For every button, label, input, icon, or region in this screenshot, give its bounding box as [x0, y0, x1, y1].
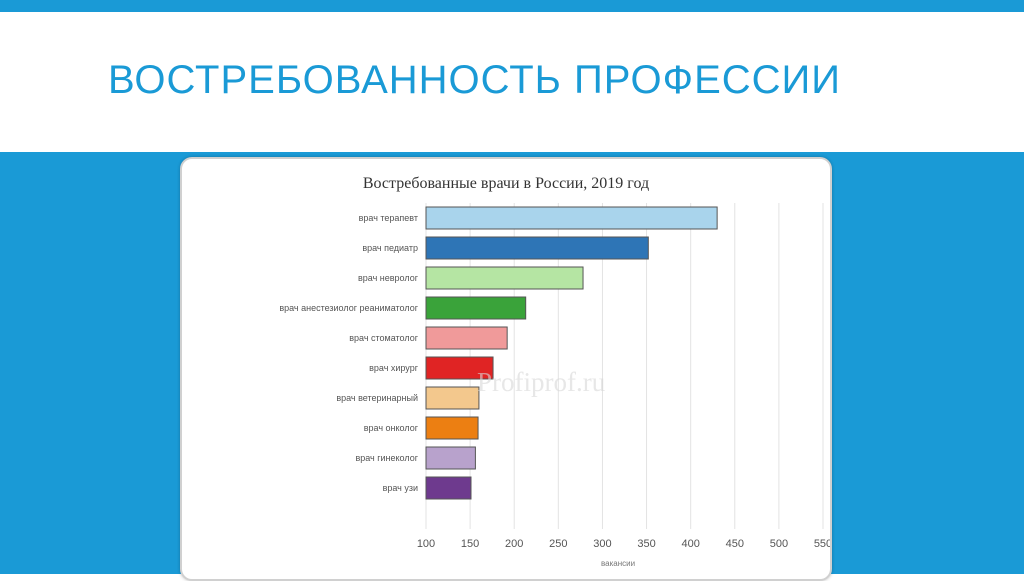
chart-title: Востребованные врачи в России, 2019 год: [363, 175, 649, 192]
bar-chart: врач терапевт врач педиатр врач невролог вр…: [279, 175, 830, 568]
bar: [425, 476, 472, 500]
bar: [425, 206, 718, 230]
x-tick-label: 150: [461, 538, 479, 550]
category-label: врач невролог: [358, 273, 419, 283]
category-label: врач гинеколог: [355, 453, 418, 463]
slide-title: ВОСТРЕБОВАННОСТЬ ПРОФЕССИИ: [108, 58, 842, 102]
category-label: врач педиатр: [362, 243, 418, 253]
x-tick-label: 100: [417, 538, 435, 550]
bar: [425, 446, 476, 470]
chart-watermark: Profiprof.ru: [477, 367, 606, 397]
bar: [425, 236, 649, 260]
bar: [425, 296, 527, 320]
category-label: врач терапевт: [359, 213, 418, 223]
category-label: врач онколог: [364, 423, 419, 433]
x-tick-label: 300: [593, 538, 611, 550]
category-label: врач анестезиолог реаниматолог: [279, 303, 418, 313]
category-label: врач узи: [383, 483, 418, 493]
x-tick-label: 350: [637, 538, 655, 550]
bar: [425, 416, 479, 440]
x-tick-label: 400: [681, 538, 699, 550]
category-label: врач хирург: [369, 363, 419, 373]
x-tick-label: 500: [770, 538, 788, 550]
x-tick-label: 250: [549, 538, 567, 550]
category-label: врач стоматолог: [349, 333, 418, 343]
title-area: [0, 12, 1024, 152]
chart-bars: [425, 206, 718, 500]
chart-category-labels: врач терапевт врач педиатр врач невролог вр…: [279, 213, 418, 493]
bar: [425, 386, 480, 410]
bar: [425, 326, 508, 350]
x-tick-label: 200: [505, 538, 523, 550]
chart-x-axis-label: вакансии: [601, 559, 635, 568]
bar: [425, 266, 584, 290]
chart-tick-labels: 100 150 200 250 300 350 400 450 500 550: [417, 538, 830, 550]
x-tick-label: 550: [814, 538, 830, 550]
chart-frame: врач терапевт врач педиатр врач невролог вр…: [180, 157, 832, 581]
category-label: врач ветеринарный: [336, 393, 418, 403]
top-stripe: [0, 0, 1024, 12]
x-tick-label: 450: [726, 538, 744, 550]
bar: [425, 356, 494, 380]
